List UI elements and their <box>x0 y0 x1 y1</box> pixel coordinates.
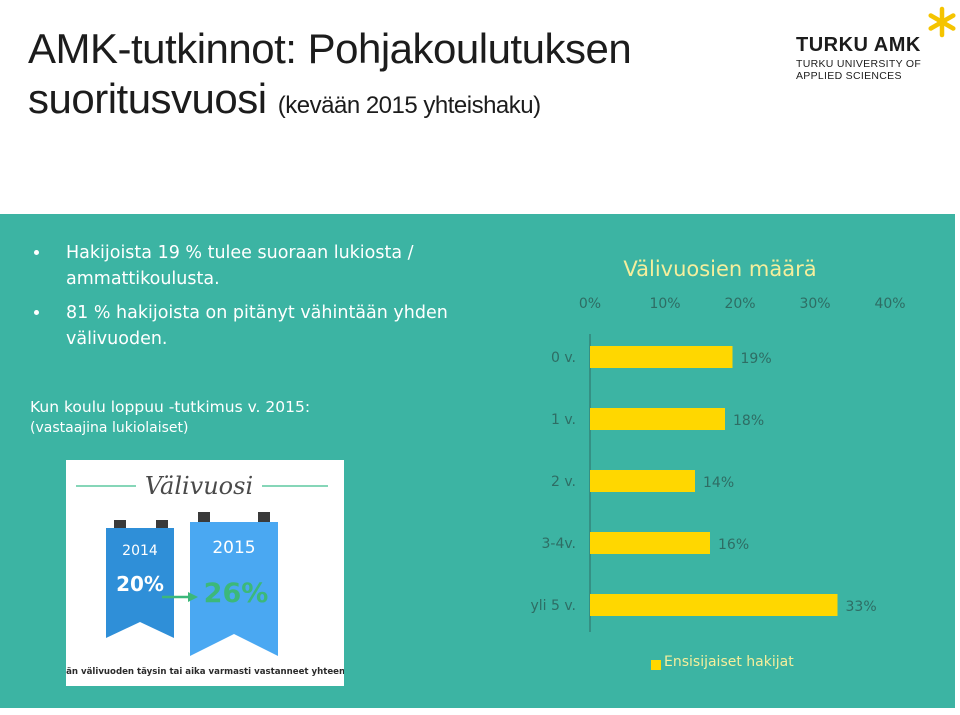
turku-amk-logo: TURKU AMK TURKU UNIVERSITY OF APPLIED SC… <box>796 6 956 86</box>
logo-tagline-line-2: APPLIED SCIENCES <box>796 70 902 82</box>
chart-title: Välivuosien määrä <box>623 257 816 281</box>
category-label: 2 v. <box>551 474 576 490</box>
page-title: AMK-tutkinnot: Pohjakoulutuksen suoritus… <box>28 24 632 131</box>
bar <box>590 346 733 368</box>
x-tick-label: 20% <box>724 296 755 312</box>
survey-title: Kun koulu loppuu -tutkimus v. 2015: <box>30 398 311 416</box>
category-label: yli 5 v. <box>530 598 576 614</box>
category-label: 3-4v. <box>541 536 576 552</box>
bar <box>590 408 725 430</box>
ribbon-left-2014 <box>106 528 174 638</box>
content-panel: Hakijoista 19 % tulee suoraan lukiosta /… <box>0 214 955 708</box>
page-title-line-1: AMK-tutkinnot: Pohjakoulutuksen <box>28 25 632 72</box>
arrow-right-icon <box>162 592 198 602</box>
logo-wordmark: TURKU AMK <box>796 34 921 56</box>
asterisk-star-icon <box>928 6 956 38</box>
ribbon-right-2015 <box>190 522 278 656</box>
x-tick-label: 0% <box>579 296 601 312</box>
summary-item-2: 81 % hakijoista on pitänyt vähintään yhd… <box>30 300 500 352</box>
bar-value-label: 14% <box>703 475 734 491</box>
legend-label: Ensisijaiset hakijat <box>664 654 794 670</box>
bar-value-label: 19% <box>741 351 772 367</box>
x-tick-label: 30% <box>799 296 830 312</box>
ribbon-right-year: 2015 <box>212 538 255 558</box>
ribbon-left-value: 20% <box>116 572 164 596</box>
bar-value-label: 18% <box>733 413 764 429</box>
bar-value-label: 33% <box>846 599 877 615</box>
x-tick-label: 10% <box>649 296 680 312</box>
bar <box>590 532 710 554</box>
page-subtitle: (kevään 2015 yhteishaku) <box>277 92 541 119</box>
survey-note: (vastaajina lukiolaiset) <box>30 420 189 436</box>
infographic-caption: Pidän välivuoden täysin tai aika varmast… <box>66 667 344 677</box>
x-tick-label: 40% <box>874 296 905 312</box>
logo-tagline-line-1: TURKU UNIVERSITY OF <box>796 58 922 70</box>
ribbon-left-year: 2014 <box>122 543 158 559</box>
logo-tagline: TURKU UNIVERSITY OF APPLIED SCIENCES <box>796 58 921 82</box>
category-label: 0 v. <box>551 350 576 366</box>
bar <box>590 470 695 492</box>
page-title-line-2: suoritusvuosi <box>28 75 267 122</box>
summary-list: Hakijoista 19 % tulee suoraan lukiosta /… <box>30 240 500 360</box>
category-label: 1 v. <box>551 412 576 428</box>
bar-value-label: 16% <box>718 537 749 553</box>
ribbon-right-value: 26% <box>204 578 269 609</box>
gap-year-infographic: Välivuosi 2014 20% 2015 26% Pidän välivu… <box>51 460 360 686</box>
infographic-canvas: Välivuosi 2014 20% 2015 26% Pidän välivu… <box>51 472 360 677</box>
summary-item-1: Hakijoista 19 % tulee suoraan lukiosta /… <box>30 240 500 292</box>
bar <box>590 594 838 616</box>
legend-swatch <box>651 660 661 670</box>
infographic-heading: Välivuosi <box>145 472 253 500</box>
